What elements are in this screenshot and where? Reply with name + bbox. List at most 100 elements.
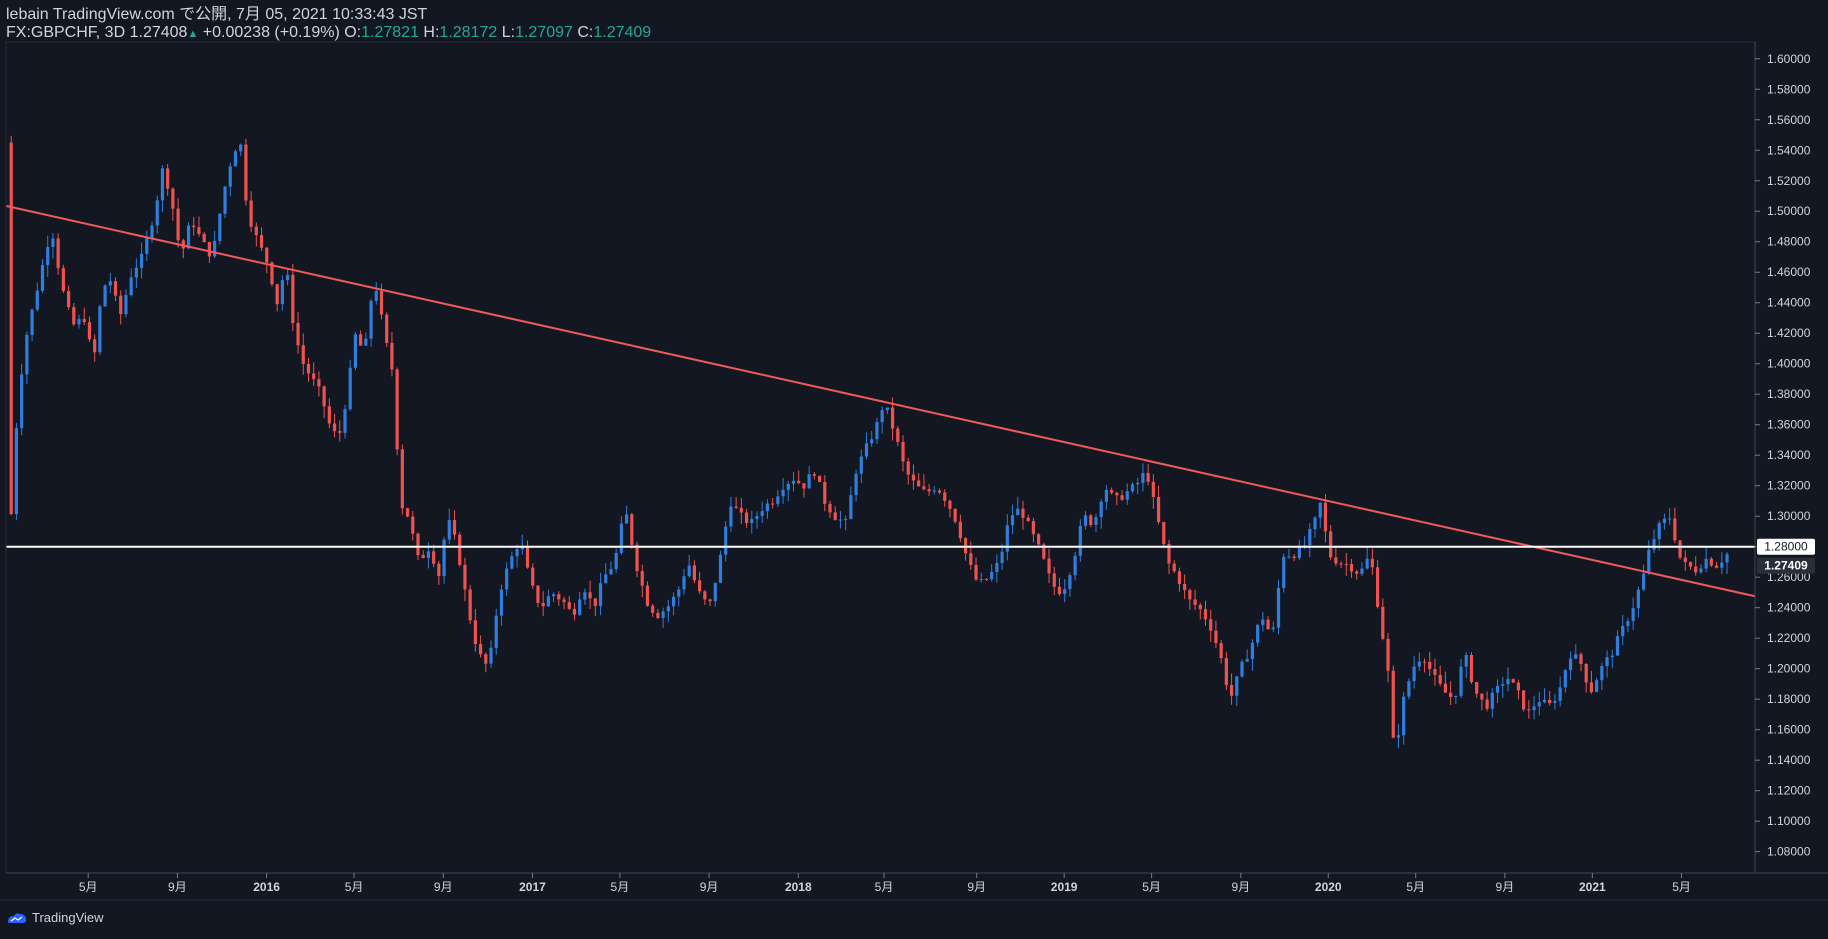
candle-body[interactable] (306, 363, 311, 374)
candle-body[interactable] (1047, 558, 1051, 574)
candle-body[interactable] (1193, 599, 1197, 605)
candle-body[interactable] (1422, 661, 1427, 663)
candle-body[interactable] (1563, 670, 1567, 688)
candle-body[interactable] (781, 489, 785, 497)
candle-body[interactable] (651, 605, 655, 613)
candle-body[interactable] (463, 564, 467, 590)
candle-body[interactable] (317, 379, 321, 387)
candle-body[interactable] (1621, 625, 1625, 637)
candle-body[interactable] (1542, 699, 1547, 703)
candle-body[interactable] (906, 461, 910, 475)
candle-body[interactable] (484, 654, 488, 664)
candle-body[interactable] (729, 506, 733, 527)
candle-body[interactable] (828, 503, 832, 513)
candle-body[interactable] (1417, 661, 1421, 667)
candle-body[interactable] (98, 306, 102, 353)
candle-body[interactable] (1375, 567, 1380, 607)
candle-body[interactable] (1694, 566, 1698, 573)
candle-body[interactable] (1495, 685, 1500, 693)
candle-body[interactable] (499, 589, 504, 616)
candle-body[interactable] (974, 565, 978, 580)
candle-body[interactable] (379, 291, 384, 315)
candle-body[interactable] (1605, 657, 1609, 666)
candle-body[interactable] (911, 474, 916, 481)
candle-body[interactable] (1568, 658, 1573, 671)
candle-body[interactable] (192, 225, 196, 228)
candle-body[interactable] (1647, 549, 1651, 574)
candle-body[interactable] (557, 594, 561, 600)
candle-body[interactable] (515, 549, 519, 557)
candle-body[interactable] (270, 262, 274, 285)
candle-body[interactable] (1037, 534, 1041, 545)
candle-body[interactable] (1516, 682, 1521, 691)
candle-body[interactable] (885, 407, 889, 411)
candle-body[interactable] (259, 235, 264, 248)
candle-body[interactable] (139, 253, 144, 268)
candle-body[interactable] (56, 238, 60, 269)
candle-body[interactable] (1162, 522, 1166, 545)
candle-body[interactable] (1537, 702, 1541, 707)
candle-body[interactable] (1276, 587, 1281, 628)
candle-body[interactable] (1584, 663, 1588, 683)
candle-body[interactable] (348, 367, 352, 410)
candle-body[interactable] (244, 144, 248, 201)
candle-body[interactable] (833, 512, 837, 521)
candle-body[interactable] (1527, 709, 1531, 711)
candle-body[interactable] (671, 596, 676, 607)
candle-body[interactable] (682, 576, 686, 590)
candle-body[interactable] (296, 322, 300, 346)
candle-body[interactable] (51, 238, 55, 247)
candle-body[interactable] (1631, 608, 1635, 622)
candle-body[interactable] (1313, 517, 1317, 530)
candle-body[interactable] (1454, 695, 1458, 697)
candle-body[interactable] (619, 523, 623, 553)
candle-body[interactable] (687, 565, 691, 577)
candle-body[interactable] (1370, 558, 1374, 568)
candle-body[interactable] (458, 534, 462, 565)
candle-body[interactable] (1490, 692, 1494, 709)
candle-body[interactable] (1558, 687, 1562, 701)
candle-body[interactable] (113, 281, 118, 296)
candle-body[interactable] (1485, 699, 1489, 709)
candle-body[interactable] (364, 338, 368, 346)
candle-body[interactable] (1000, 551, 1004, 564)
candle-body[interactable] (546, 596, 550, 607)
candle-body[interactable] (1229, 684, 1234, 696)
candle-body[interactable] (77, 319, 81, 325)
candle-body[interactable] (932, 490, 936, 492)
candle-body[interactable] (1402, 696, 1406, 736)
candle-body[interactable] (1641, 573, 1646, 590)
candle-body[interactable] (1156, 497, 1161, 523)
candle-body[interactable] (880, 410, 884, 423)
candle-body[interactable] (1386, 638, 1390, 671)
candle-body[interactable] (1172, 563, 1176, 572)
candle-body[interactable] (541, 602, 545, 607)
candle-body[interactable] (1595, 680, 1599, 693)
candle-body[interactable] (551, 594, 556, 597)
candle-body[interactable] (1553, 700, 1557, 704)
candle-body[interactable] (692, 565, 697, 581)
candle-body[interactable] (969, 553, 973, 566)
candle-body[interactable] (1287, 556, 1291, 558)
candle-body[interactable] (1532, 706, 1536, 711)
candle-body[interactable] (150, 225, 154, 239)
candle-body[interactable] (1130, 484, 1135, 492)
candle-body[interactable] (864, 443, 869, 457)
candle-body[interactable] (609, 569, 613, 575)
candle-body[interactable] (750, 519, 754, 524)
candle-body[interactable] (1256, 624, 1260, 643)
candle-body[interactable] (1355, 571, 1359, 574)
candle-body[interactable] (562, 599, 566, 603)
candle-body[interactable] (1302, 545, 1307, 547)
candle-body[interactable] (953, 508, 957, 522)
candle-body[interactable] (1245, 659, 1249, 662)
candle-body[interactable] (1151, 481, 1155, 498)
candle-body[interactable] (416, 533, 420, 555)
candle-body[interactable] (1459, 666, 1463, 696)
candle-body[interactable] (1475, 682, 1479, 694)
candle-body[interactable] (937, 490, 942, 493)
candle-body[interactable] (1334, 557, 1338, 564)
candle-body[interactable] (1266, 619, 1270, 630)
candle-body[interactable] (1501, 684, 1505, 686)
